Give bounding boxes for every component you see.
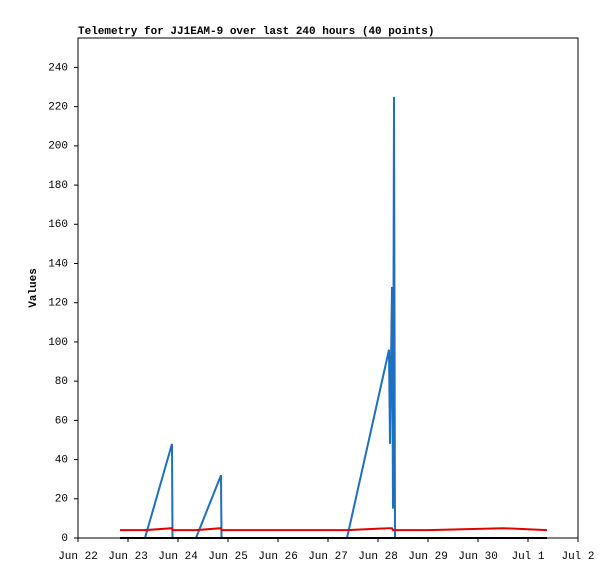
x-tick-label: Jun 29 bbox=[408, 551, 448, 563]
x-tick-label: Jun 30 bbox=[458, 551, 498, 563]
plot-frame bbox=[77, 37, 579, 539]
y-tick-label: 200 bbox=[48, 141, 68, 153]
x-tick-label: Jun 27 bbox=[308, 551, 348, 563]
series-line bbox=[120, 527, 548, 532]
x-tick-label: Jul 1 bbox=[511, 551, 544, 563]
x-tick-label: Jun 24 bbox=[158, 551, 198, 563]
y-axis-label: Values bbox=[28, 268, 40, 308]
chart-title: Telemetry for JJ1EAM-9 over last 240 hou… bbox=[78, 26, 434, 38]
y-tick-label: 140 bbox=[48, 258, 68, 270]
y-tick-label: 100 bbox=[48, 337, 68, 349]
y-tick-label: 180 bbox=[48, 180, 68, 192]
x-tick-label: Jun 28 bbox=[358, 551, 398, 563]
y-tick-label: 120 bbox=[48, 298, 68, 310]
y-tick-label: 0 bbox=[61, 533, 68, 545]
y-tick-label: 20 bbox=[55, 494, 68, 506]
x-tick-label: Jun 23 bbox=[108, 551, 148, 563]
y-tick-label: 60 bbox=[55, 415, 68, 427]
y-tick-label: 40 bbox=[55, 454, 68, 466]
y-tick-label: 80 bbox=[55, 376, 68, 388]
x-tick-label: Jun 26 bbox=[258, 551, 298, 563]
x-tick-label: Jun 22 bbox=[58, 551, 98, 563]
x-tick-label: Jul 2 bbox=[561, 551, 594, 563]
y-tick-label: 240 bbox=[48, 62, 68, 74]
x-tick-label: Jun 25 bbox=[208, 551, 248, 563]
series-line bbox=[120, 96, 547, 539]
y-tick-label: 220 bbox=[48, 102, 68, 114]
y-tick-label: 160 bbox=[48, 219, 68, 231]
